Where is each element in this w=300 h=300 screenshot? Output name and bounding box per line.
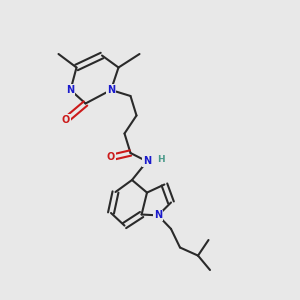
Text: H: H — [158, 154, 165, 164]
Text: N: N — [154, 210, 162, 220]
Text: N: N — [107, 85, 115, 95]
Text: O: O — [107, 152, 115, 163]
Text: N: N — [143, 156, 151, 167]
Text: N: N — [66, 85, 75, 95]
Text: O: O — [62, 115, 70, 125]
